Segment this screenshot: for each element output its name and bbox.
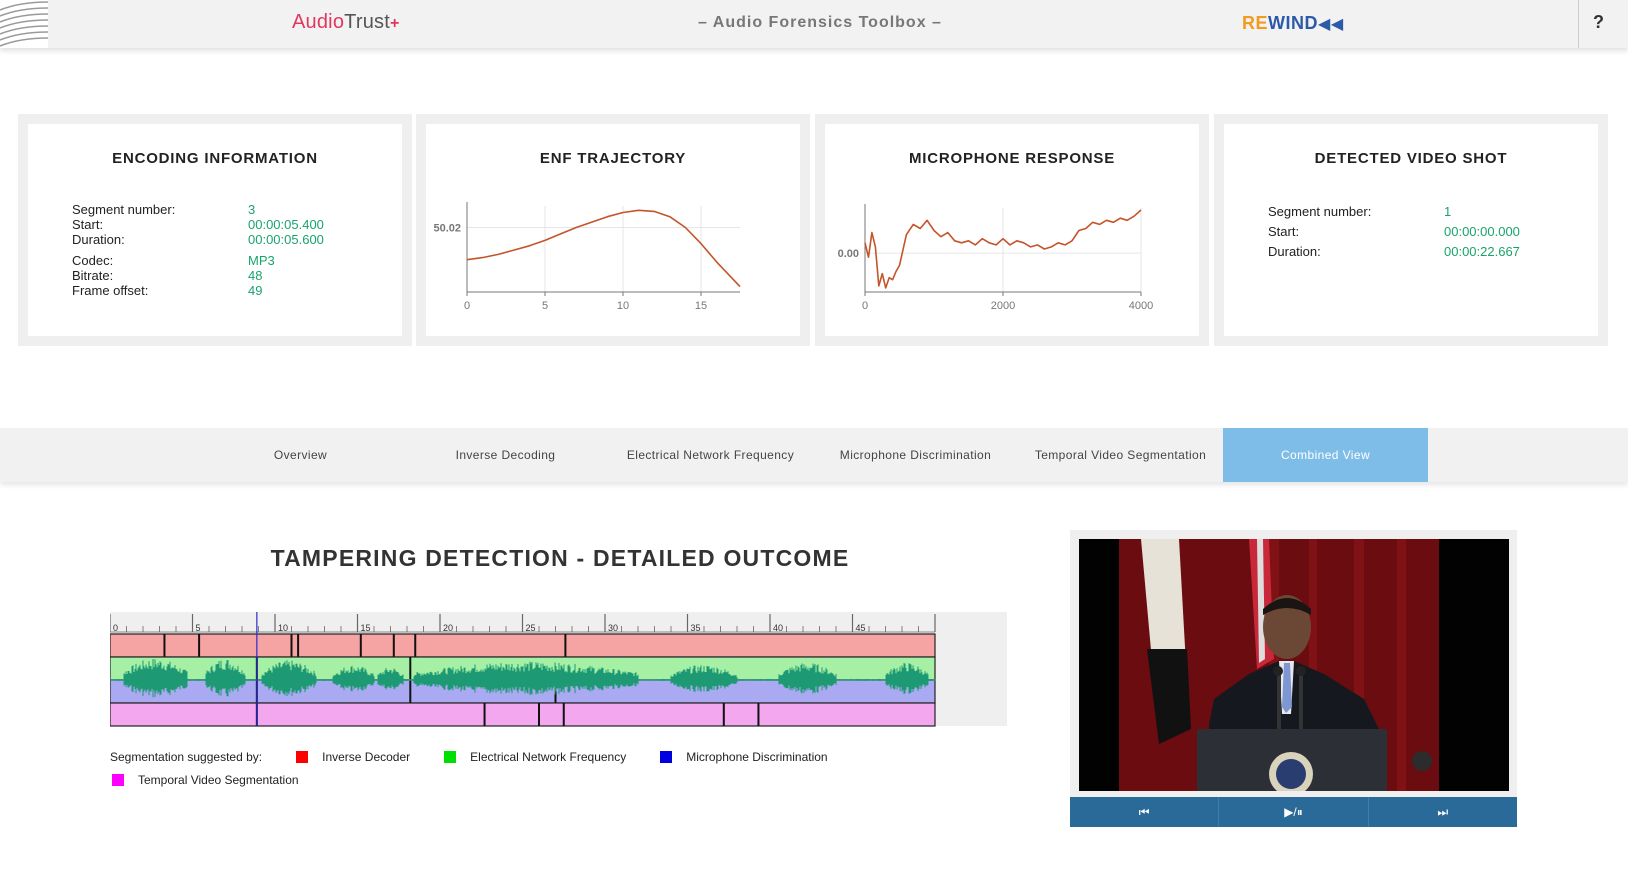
- info-row: Frame offset: 49: [72, 283, 263, 298]
- legend-item-microphone: Microphone Discrimination: [660, 750, 828, 764]
- ruler-label: 15: [361, 623, 371, 633]
- ruler-label: 5: [196, 623, 201, 633]
- info-row: Bitrate: 48: [72, 268, 263, 283]
- info-row: Start: 00:00:05.400: [72, 217, 324, 232]
- enf-trajectory-title: ENF TRAJECTORY: [539, 150, 687, 167]
- app-header: AudioTrust+ – Audio Forensics Toolbox – …: [0, 0, 1628, 48]
- legend-item-inverse-decoder: Inverse Decoder: [296, 750, 410, 764]
- tampering-detection-title: TAMPERING DETECTION - DETAILED OUTCOME: [270, 545, 850, 571]
- ruler-label: 20: [443, 623, 453, 633]
- legend-swatch-magenta: [112, 774, 124, 786]
- tab-microphone-discrimination[interactable]: Microphone Discrimination: [839, 448, 992, 462]
- x-tick-label: 15: [695, 300, 707, 312]
- video-controls: ⏮ ▶/⏸ ⏭: [1070, 797, 1517, 827]
- video-player: ⏮ ▶/⏸ ⏭: [1070, 530, 1517, 827]
- enf-trajectory-panel: ENF TRAJECTORY 0 5 10 15 50.02: [416, 114, 810, 346]
- timeline-ruler: 0 5 10 15 20 25 30 35 40 45: [110, 614, 936, 633]
- segmentation-timeline[interactable]: 0 5 10 15 20 25 30 35 40 45: [110, 612, 950, 728]
- encoding-info-title: ENCODING INFORMATION: [112, 150, 318, 167]
- skip-forward-icon: ⏭: [1437, 804, 1449, 819]
- tab-combined-view[interactable]: Combined View: [1223, 428, 1428, 482]
- tab-temporal-video-segmentation[interactable]: Temporal Video Segmentation: [1034, 448, 1207, 462]
- legend-item-tvs: Temporal Video Segmentation: [112, 773, 299, 787]
- tab-electrical-network-frequency[interactable]: Electrical Network Frequency: [626, 448, 795, 462]
- series-line: [466, 209, 741, 288]
- info-row: Codec: MP3: [72, 253, 275, 268]
- audiotrust-logo: AudioTrust+: [292, 11, 400, 33]
- encoding-info-panel: ENCODING INFORMATION Segment number: 3 St…: [18, 114, 412, 346]
- encoding-info-table: Segment number: 3 Start: 00:00:05.400 Dura…: [72, 202, 324, 298]
- x-tick-label: 0: [464, 300, 470, 312]
- ruler-label: 25: [526, 623, 536, 633]
- previous-shot-button[interactable]: ⏮: [1070, 797, 1220, 827]
- info-row: Duration: 00:00:22.667: [1268, 244, 1520, 259]
- ruler-label: 10: [278, 623, 288, 633]
- ruler-label: 45: [856, 623, 866, 633]
- app-title: – Audio Forensics Toolbox –: [698, 14, 942, 31]
- microphone-response-title: MICROPHONE RESPONSE: [908, 150, 1116, 167]
- play-pause-icon: ▶/⏸: [1284, 804, 1303, 819]
- y-tick-label: 0.00: [838, 248, 859, 260]
- microphone-response-panel: MICROPHONE RESPONSE 0 2000 4000 0.00: [815, 114, 1209, 346]
- inverse-decoder-track: [110, 633, 936, 658]
- ruler-label: 35: [691, 623, 701, 633]
- info-row: Duration: 00:00:05.600: [72, 232, 324, 247]
- ruler-label: 40: [773, 623, 783, 633]
- view-tabs: Overview Inverse Decoding Electrical Net…: [0, 428, 1628, 482]
- info-row: Start: 00:00:00.000: [1268, 224, 1520, 239]
- legend-swatch-blue: [660, 751, 673, 763]
- x-tick-label: 4000: [1129, 300, 1153, 312]
- x-tick-label: 5: [542, 300, 548, 312]
- next-shot-button[interactable]: ⏭: [1369, 797, 1517, 827]
- waveform-trace: [110, 658, 936, 698]
- tvs-track: [110, 702, 936, 727]
- legend-item-enf: Electrical Network Frequency: [444, 750, 626, 764]
- legend-swatch-green: [444, 751, 457, 763]
- audio-waveform: [110, 658, 936, 698]
- x-tick-label: 0: [862, 300, 868, 312]
- video-shot-table: Segment number: 1 Start: 00:00:00.000 Dura…: [1268, 202, 1520, 262]
- play-pause-button[interactable]: ▶/⏸: [1219, 797, 1369, 827]
- rewind-logo: REWIND◀◀: [1242, 13, 1344, 33]
- tab-overview[interactable]: Overview: [273, 448, 328, 462]
- x-tick-label: 2000: [991, 300, 1015, 312]
- x-tick-label: 10: [617, 300, 629, 312]
- logo-icon: [0, 0, 49, 48]
- y-tick-label: 50.02: [433, 223, 461, 235]
- help-button[interactable]: ?: [1593, 12, 1604, 32]
- header-divider: [1578, 0, 1579, 48]
- tab-inverse-decoding[interactable]: Inverse Decoding: [455, 448, 556, 462]
- skip-back-icon: ⏮: [1138, 804, 1150, 819]
- info-row: Segment number: 3: [72, 202, 256, 217]
- legend-prefix: Segmentation suggested by:: [110, 750, 263, 764]
- mic-chart: 0 2000 4000 0.00: [838, 204, 1153, 312]
- legend-swatch-red: [296, 751, 309, 763]
- series-line: [864, 209, 1142, 289]
- detected-video-shot-title: DETECTED VIDEO SHOT: [1314, 150, 1508, 167]
- detected-video-shot-panel: DETECTED VIDEO SHOT Segment number: 1 Sta…: [1214, 114, 1608, 346]
- video-frame-image[interactable]: [1079, 539, 1509, 791]
- ruler-label: 0: [113, 623, 118, 633]
- info-row: Segment number: 1: [1268, 204, 1452, 219]
- ruler-label: 30: [608, 623, 618, 633]
- enf-chart: 0 5 10 15 50.02: [433, 202, 741, 312]
